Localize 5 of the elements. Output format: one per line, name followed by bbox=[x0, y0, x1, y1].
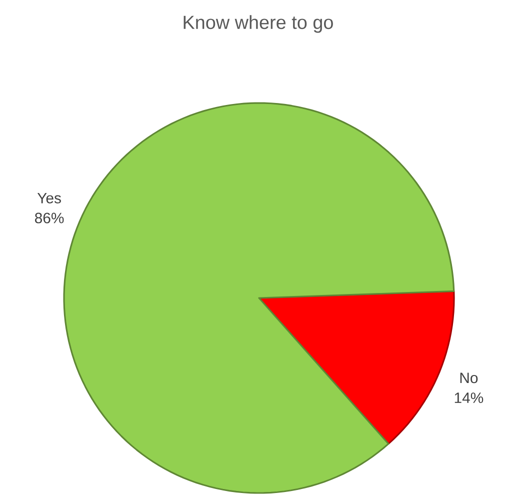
data-label: 14% bbox=[454, 392, 484, 404]
slice-label: No bbox=[460, 372, 478, 384]
slice-label: Yes bbox=[37, 192, 61, 204]
data-label: 86% bbox=[35, 212, 64, 224]
chart-title: Know where to go bbox=[184, 15, 333, 33]
